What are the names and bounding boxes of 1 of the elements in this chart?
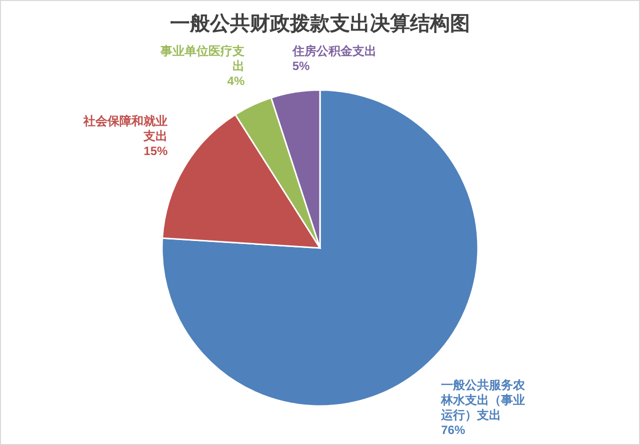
chart-title: 一般公共财政拨款支出决算结构图 <box>170 13 470 35</box>
